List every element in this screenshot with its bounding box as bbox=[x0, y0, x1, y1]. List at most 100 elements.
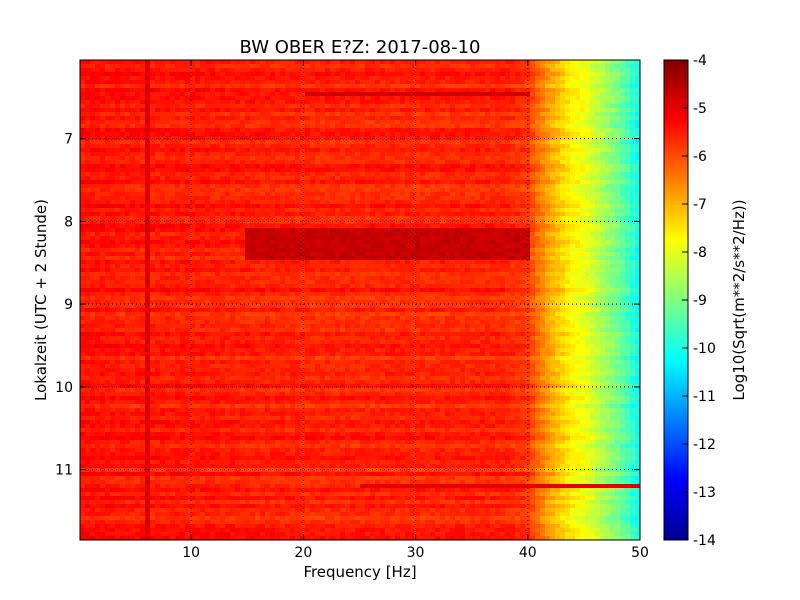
heatmap-cell bbox=[400, 72, 406, 77]
heatmap-cell bbox=[435, 116, 441, 121]
heatmap-cell bbox=[320, 144, 326, 149]
heatmap-cell bbox=[100, 224, 106, 229]
heatmap-cell bbox=[605, 212, 611, 217]
heatmap-cell bbox=[425, 104, 431, 109]
heatmap-cell bbox=[285, 124, 291, 129]
heatmap-cell bbox=[585, 92, 591, 97]
heatmap-cell bbox=[415, 108, 421, 113]
heatmap-cell bbox=[200, 220, 206, 225]
heatmap-cell bbox=[320, 124, 326, 129]
heatmap-cell bbox=[275, 128, 281, 133]
heatmap-cell bbox=[620, 104, 626, 109]
heatmap-cell bbox=[335, 80, 341, 85]
heatmap-cell bbox=[540, 164, 546, 169]
heatmap-cell bbox=[265, 148, 271, 153]
heatmap-cell bbox=[175, 148, 181, 153]
heatmap-cell bbox=[205, 104, 211, 109]
heatmap-cell bbox=[420, 76, 426, 81]
heatmap-cell bbox=[480, 80, 486, 85]
heatmap-cell bbox=[420, 68, 426, 73]
heatmap-cell bbox=[115, 224, 121, 229]
heatmap-cell bbox=[625, 192, 631, 197]
heatmap-cell bbox=[210, 120, 216, 125]
heatmap-cell bbox=[120, 228, 126, 233]
heatmap-cell bbox=[345, 176, 351, 181]
heatmap-cell bbox=[335, 220, 341, 225]
heatmap-cell bbox=[615, 172, 621, 177]
heatmap-cell bbox=[355, 128, 361, 133]
heatmap-cell bbox=[240, 128, 246, 133]
heatmap-cell bbox=[505, 156, 511, 161]
heatmap-cell bbox=[180, 152, 186, 157]
heatmap-cell bbox=[260, 72, 266, 77]
heatmap-cell bbox=[285, 64, 291, 69]
heatmap-cell bbox=[190, 224, 196, 229]
heatmap-cell bbox=[195, 140, 201, 145]
heatmap-cell bbox=[125, 60, 131, 65]
heatmap-cell bbox=[275, 232, 281, 237]
heatmap-cell bbox=[270, 208, 276, 213]
heatmap-cell bbox=[515, 60, 521, 65]
heatmap-cell bbox=[550, 104, 556, 109]
heatmap-cell bbox=[405, 224, 411, 229]
heatmap-cell bbox=[615, 220, 621, 225]
heatmap-cell bbox=[345, 232, 351, 237]
heatmap-cell bbox=[445, 140, 451, 145]
heatmap-cell bbox=[495, 68, 501, 73]
heatmap-cell bbox=[335, 108, 341, 113]
heatmap-cell bbox=[395, 108, 401, 113]
heatmap-cell bbox=[80, 80, 86, 85]
heatmap-cell bbox=[200, 140, 206, 145]
heatmap-cell bbox=[175, 168, 181, 173]
heatmap-cell bbox=[565, 196, 571, 201]
heatmap-cell bbox=[635, 128, 641, 133]
heatmap-cell bbox=[150, 208, 156, 213]
heatmap-cell bbox=[495, 200, 501, 205]
heatmap-cell bbox=[550, 112, 556, 117]
heatmap-cell bbox=[185, 224, 191, 229]
heatmap-cell bbox=[535, 172, 541, 177]
heatmap-cell bbox=[355, 96, 361, 101]
heatmap-cell bbox=[345, 164, 351, 169]
heatmap-cell bbox=[255, 232, 261, 237]
heatmap-cell bbox=[555, 164, 561, 169]
heatmap-cell bbox=[140, 104, 146, 109]
heatmap-cell bbox=[280, 100, 286, 105]
heatmap-cell bbox=[580, 96, 586, 101]
heatmap-cell bbox=[495, 152, 501, 157]
heatmap-cell bbox=[165, 136, 171, 141]
heatmap-cell bbox=[485, 60, 491, 65]
heatmap-cell bbox=[555, 76, 561, 81]
heatmap-cell bbox=[560, 92, 566, 97]
heatmap-cell bbox=[390, 76, 396, 81]
heatmap-cell bbox=[265, 116, 271, 121]
heatmap-cell bbox=[495, 100, 501, 105]
heatmap-cell bbox=[120, 232, 126, 237]
heatmap-cell bbox=[425, 120, 431, 125]
heatmap-cell bbox=[380, 128, 386, 133]
heatmap-cell bbox=[80, 100, 86, 105]
heatmap-cell bbox=[555, 108, 561, 113]
heatmap-cell bbox=[500, 168, 506, 173]
heatmap-cell bbox=[455, 180, 461, 185]
heatmap-cell bbox=[445, 212, 451, 217]
heatmap-cell bbox=[85, 164, 91, 169]
heatmap-cell bbox=[310, 200, 316, 205]
heatmap-cell bbox=[215, 64, 221, 69]
heatmap-cell bbox=[595, 144, 601, 149]
heatmap-cell bbox=[420, 236, 426, 241]
heatmap-cell bbox=[505, 136, 511, 141]
heatmap-cell bbox=[265, 220, 271, 225]
heatmap-cell bbox=[600, 168, 606, 173]
heatmap-cell bbox=[630, 60, 636, 65]
heatmap-cell bbox=[620, 184, 626, 189]
heatmap-cell bbox=[105, 232, 111, 237]
heatmap-cell bbox=[440, 140, 446, 145]
heatmap-area bbox=[80, 60, 641, 541]
heatmap-cell bbox=[630, 108, 636, 113]
heatmap-cell bbox=[350, 148, 356, 153]
heatmap-cell bbox=[470, 120, 476, 125]
heatmap-cell bbox=[570, 144, 576, 149]
heatmap-cell bbox=[200, 76, 206, 81]
heatmap-cell bbox=[455, 212, 461, 217]
